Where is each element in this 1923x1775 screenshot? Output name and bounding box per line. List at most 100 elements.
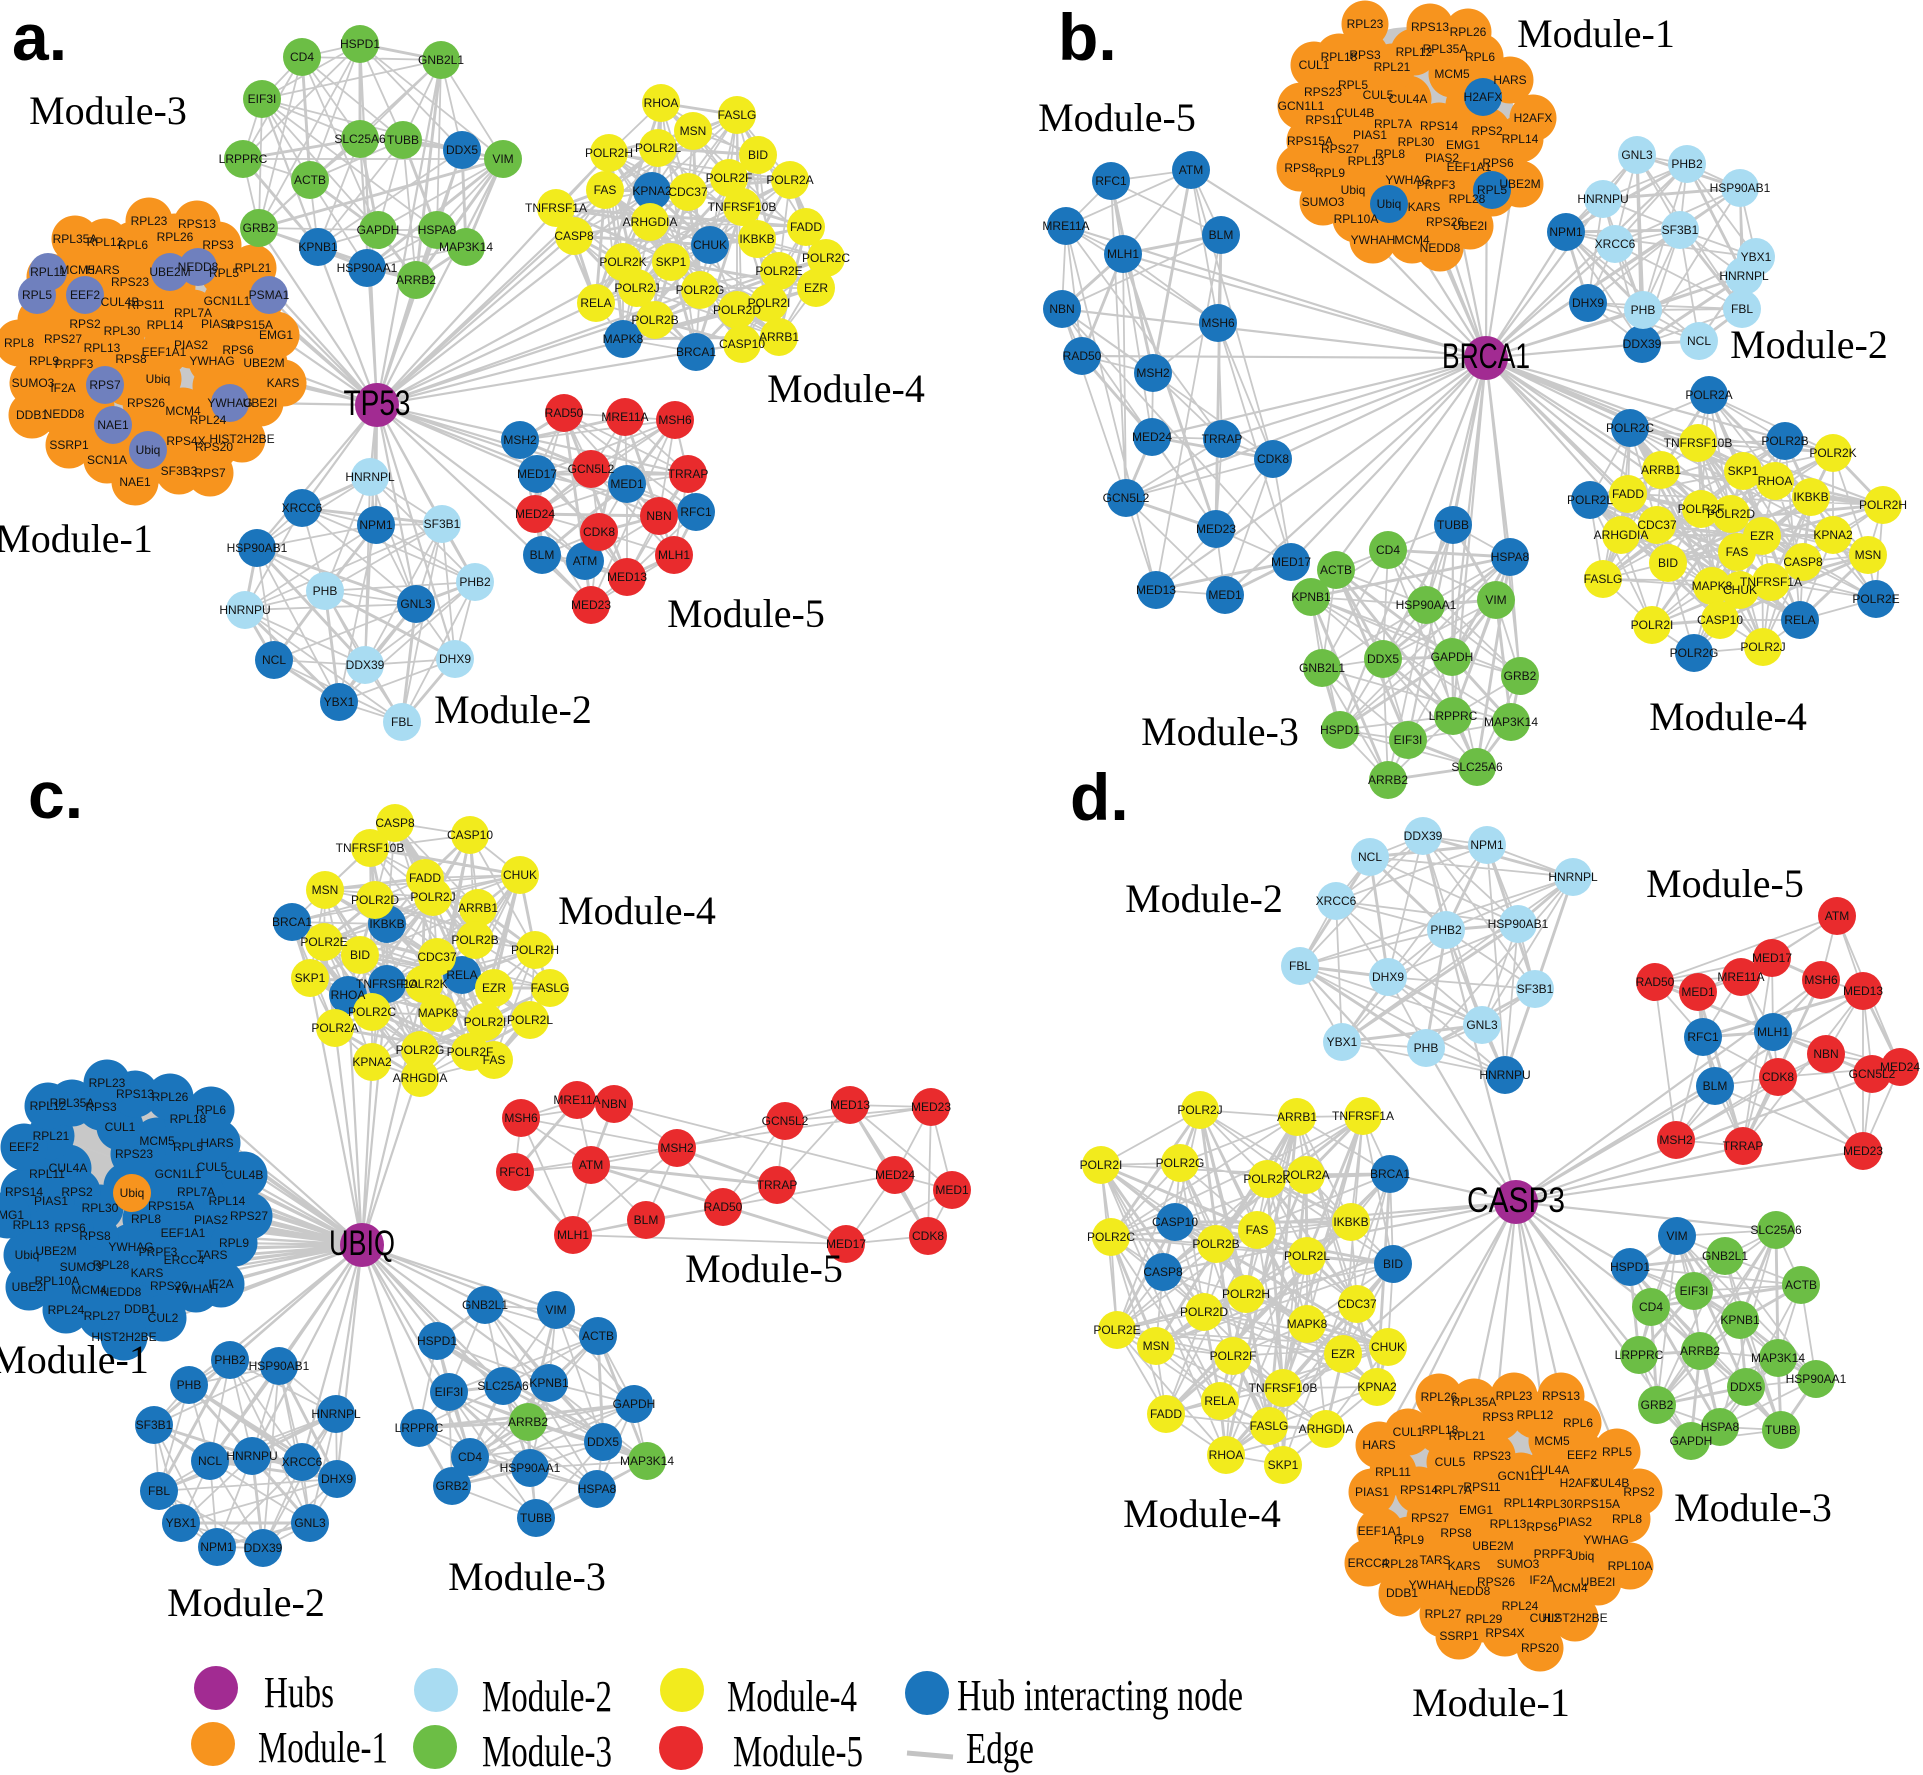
svg-text:GCN5L2: GCN5L2 (568, 462, 615, 476)
svg-text:NCL: NCL (1358, 850, 1382, 864)
svg-text:MED13: MED13 (830, 1098, 870, 1112)
svg-text:RPL5: RPL5 (173, 1140, 203, 1154)
svg-text:TNFRSF10B: TNFRSF10B (336, 841, 405, 855)
svg-text:Module-4: Module-4 (1649, 694, 1807, 739)
svg-text:EZR: EZR (482, 981, 506, 995)
svg-text:HSPA8: HSPA8 (1491, 550, 1530, 564)
svg-text:FBL: FBL (1289, 959, 1311, 973)
svg-text:UBE2I: UBE2I (1581, 1575, 1616, 1589)
svg-text:POLR2G: POLR2G (676, 283, 725, 297)
svg-text:DDX39: DDX39 (1404, 829, 1443, 843)
svg-text:RAD50: RAD50 (1063, 349, 1102, 363)
svg-text:RPL6: RPL6 (118, 238, 148, 252)
svg-text:HIST2H2BE: HIST2H2BE (209, 432, 274, 446)
svg-text:RPL10A: RPL10A (1334, 212, 1379, 226)
svg-text:MSN: MSN (1855, 548, 1882, 562)
svg-text:RPL13: RPL13 (1348, 154, 1385, 168)
svg-text:GNB2L1: GNB2L1 (418, 53, 464, 67)
svg-text:POLR2E: POLR2E (1852, 592, 1899, 606)
svg-text:RHOA: RHOA (331, 988, 366, 1002)
svg-text:SF3B1: SF3B1 (136, 1418, 173, 1432)
svg-text:RPL14: RPL14 (1502, 132, 1539, 146)
svg-text:RPS2: RPS2 (61, 1185, 93, 1199)
svg-text:YBX1: YBX1 (324, 695, 355, 709)
svg-text:HNRNPU: HNRNPU (219, 603, 270, 617)
svg-text:RPL27: RPL27 (84, 1309, 121, 1323)
svg-text:GAPDH: GAPDH (1431, 650, 1474, 664)
svg-text:Ubiq: Ubiq (1570, 1549, 1595, 1563)
svg-text:RPL5: RPL5 (1477, 183, 1507, 197)
svg-text:POLR2B: POLR2B (1192, 1237, 1239, 1251)
svg-text:CUL4B: CUL4B (1336, 106, 1375, 120)
svg-text:SUMO3: SUMO3 (12, 376, 55, 390)
svg-text:Module-4: Module-4 (558, 888, 716, 933)
svg-text:TNFRSF10B: TNFRSF10B (708, 200, 777, 214)
svg-text:FAS: FAS (1246, 1223, 1269, 1237)
svg-text:RFC1: RFC1 (1095, 174, 1127, 188)
svg-text:RPL5: RPL5 (209, 266, 239, 280)
svg-text:CASP8: CASP8 (554, 229, 594, 243)
svg-text:DDB1: DDB1 (1386, 1586, 1418, 1600)
svg-text:YBX1: YBX1 (1741, 250, 1772, 264)
svg-text:RPL18: RPL18 (1321, 50, 1358, 64)
svg-text:RPS23: RPS23 (111, 275, 149, 289)
svg-text:PIAS2: PIAS2 (174, 338, 208, 352)
svg-text:Module-3: Module-3 (29, 88, 187, 133)
svg-text:RPL21: RPL21 (33, 1129, 70, 1143)
svg-text:TNFRSF1A: TNFRSF1A (356, 977, 418, 991)
svg-text:GNB2L1: GNB2L1 (1702, 1249, 1748, 1263)
svg-text:RPS27: RPS27 (230, 1209, 268, 1223)
svg-text:NCL: NCL (198, 1454, 222, 1468)
svg-text:RPL26: RPL26 (1421, 1390, 1458, 1404)
svg-text:HSPA8: HSPA8 (578, 1482, 617, 1496)
svg-text:RPS3: RPS3 (1482, 1410, 1514, 1424)
svg-text:ARRB1: ARRB1 (1641, 463, 1681, 477)
svg-text:MLH1: MLH1 (658, 548, 690, 562)
svg-text:POLR2H: POLR2H (585, 146, 633, 160)
svg-text:SF3B1: SF3B1 (424, 517, 461, 531)
svg-text:ARHGDIA: ARHGDIA (623, 215, 678, 229)
svg-text:LRPPRC: LRPPRC (219, 152, 268, 166)
svg-text:IF2A: IF2A (1529, 1573, 1554, 1587)
svg-text:MSN: MSN (680, 124, 707, 138)
svg-text:HNRNPU: HNRNPU (1577, 192, 1628, 206)
svg-text:RPS23: RPS23 (115, 1147, 153, 1161)
svg-text:TP53: TP53 (344, 384, 411, 423)
svg-text:VIM: VIM (1485, 593, 1506, 607)
svg-text:YWHAH: YWHAH (1351, 233, 1396, 247)
svg-text:MED13: MED13 (607, 570, 647, 584)
svg-text:UBIQ: UBIQ (329, 1224, 395, 1263)
svg-text:POLR2A: POLR2A (311, 1021, 358, 1035)
svg-text:EEF2: EEF2 (70, 288, 100, 302)
svg-text:MCM5: MCM5 (139, 1134, 175, 1148)
svg-text:POLR2G: POLR2G (396, 1043, 445, 1057)
svg-text:POLR2L: POLR2L (1284, 1249, 1330, 1263)
svg-text:RPL30: RPL30 (1398, 135, 1435, 149)
svg-text:Hub interacting node: Hub interacting node (957, 1671, 1243, 1720)
svg-text:KARS: KARS (1408, 200, 1441, 214)
svg-text:TUBB: TUBB (387, 133, 419, 147)
svg-text:POLR2J: POLR2J (1740, 640, 1785, 654)
svg-text:ATM: ATM (573, 554, 597, 568)
svg-text:FADD: FADD (1150, 1407, 1182, 1421)
svg-text:RPL8: RPL8 (1612, 1512, 1642, 1526)
svg-text:a.: a. (12, 0, 67, 74)
svg-text:MRE11A: MRE11A (1717, 970, 1764, 984)
svg-text:POLR2C: POLR2C (1087, 1230, 1135, 1244)
svg-text:CDK8: CDK8 (583, 525, 615, 539)
svg-text:H2AFX: H2AFX (1514, 111, 1553, 125)
svg-text:RPS14: RPS14 (1400, 1483, 1438, 1497)
svg-text:POLR2I: POLR2I (1080, 1158, 1123, 1172)
svg-text:Module-5: Module-5 (1038, 95, 1196, 140)
svg-text:NEDD8: NEDD8 (44, 407, 85, 421)
svg-text:EMG1: EMG1 (259, 328, 293, 342)
svg-text:MRE11A: MRE11A (601, 410, 648, 424)
svg-text:RPL12: RPL12 (30, 1099, 67, 1113)
svg-text:POLR2J: POLR2J (410, 890, 455, 904)
svg-text:FASLG: FASLG (718, 108, 757, 122)
svg-text:FASLG: FASLG (1584, 572, 1623, 586)
svg-text:VIM: VIM (545, 1303, 566, 1317)
svg-text:CD4: CD4 (1376, 543, 1400, 557)
svg-text:BRCA1: BRCA1 (1370, 1167, 1410, 1181)
svg-text:RPS11: RPS11 (1305, 113, 1342, 127)
